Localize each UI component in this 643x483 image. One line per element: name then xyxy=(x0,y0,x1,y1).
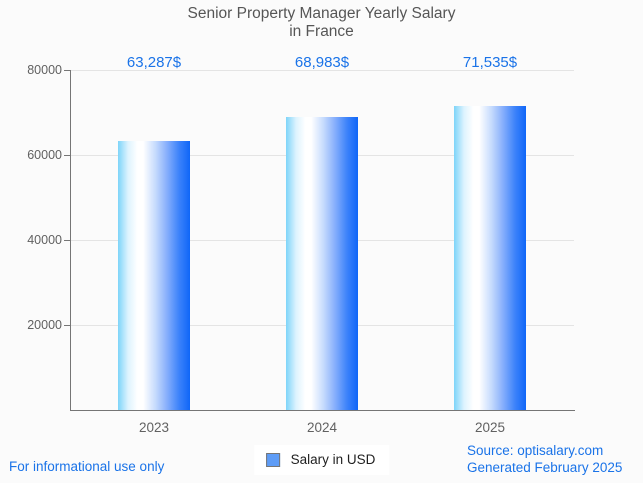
legend-marker-icon xyxy=(265,452,280,467)
legend-label: Salary in USD xyxy=(290,452,376,467)
x-axis-line xyxy=(70,410,575,411)
y-axis-tick-20000 xyxy=(64,324,70,326)
source-line: Source: optisalary.com xyxy=(467,443,604,458)
gridline-80000 xyxy=(70,69,574,71)
bar-2024 xyxy=(286,116,358,410)
value-label-2024: 68,983$ xyxy=(294,54,350,71)
y-axis-line xyxy=(70,70,71,411)
disclaimer-text: For informational use only xyxy=(9,459,165,474)
source-block: Source: optisalary.com Generated Februar… xyxy=(467,442,622,476)
value-label-2025: 71,535$ xyxy=(462,54,518,71)
chart-title-line2: in France xyxy=(289,22,354,40)
y-tick-label-60000: 60000 xyxy=(27,148,62,162)
y-tick-label-20000: 20000 xyxy=(27,318,62,332)
y-axis-tick-40000 xyxy=(64,239,70,241)
value-label-2023: 63,287$ xyxy=(126,54,182,71)
chart-title-line1: Senior Property Manager Yearly Salary xyxy=(187,5,456,22)
y-axis-tick-80000 xyxy=(64,69,70,71)
y-tick-label-80000: 80000 xyxy=(27,63,62,77)
generated-line: Generated February 2025 xyxy=(467,460,623,475)
legend-salary-in-usd[interactable]: Salary in USD xyxy=(253,445,390,475)
y-axis-tick-60000 xyxy=(64,154,70,156)
chart-title: Senior Property Manager Yearly Salary in… xyxy=(0,5,643,40)
y-tick-label-40000: 40000 xyxy=(27,233,62,247)
x-axis-label-2025: 2025 xyxy=(474,420,506,435)
bar-2025 xyxy=(454,105,526,410)
x-axis-label-2023: 2023 xyxy=(138,420,170,435)
bar-2023 xyxy=(118,141,190,410)
x-axis-label-2024: 2024 xyxy=(306,420,338,435)
